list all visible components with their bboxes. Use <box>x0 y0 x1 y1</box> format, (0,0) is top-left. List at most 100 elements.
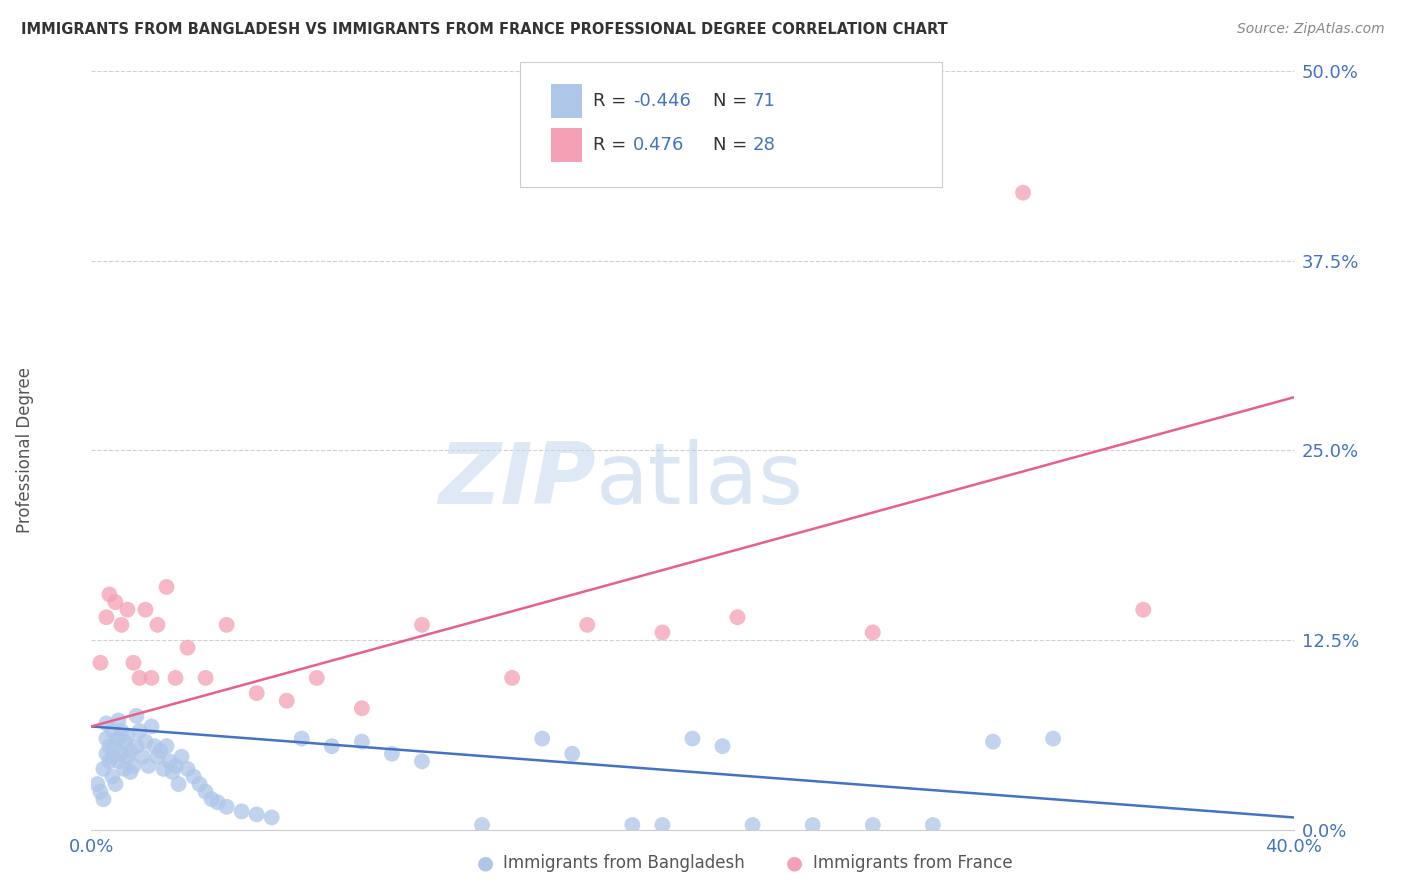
Point <box>120 744 142 758</box>
Point <box>96 731 118 746</box>
Point <box>201 792 224 806</box>
Point <box>176 762 198 776</box>
Point <box>862 818 884 832</box>
Text: IMMIGRANTS FROM BANGLADESH VS IMMIGRANTS FROM FRANCE PROFESSIONAL DEGREE CORRELA: IMMIGRANTS FROM BANGLADESH VS IMMIGRANTS… <box>21 22 948 37</box>
Point <box>104 595 127 609</box>
Point <box>411 755 433 769</box>
Point <box>350 701 373 715</box>
Text: Immigrants from France: Immigrants from France <box>813 855 1012 872</box>
Point <box>143 739 166 753</box>
Point <box>89 785 111 799</box>
Point <box>305 671 328 685</box>
Point <box>93 762 115 776</box>
Point <box>122 759 145 773</box>
Point <box>1012 186 1035 200</box>
Point <box>104 777 127 791</box>
Text: N =: N = <box>713 92 752 110</box>
Text: atlas: atlas <box>596 439 804 523</box>
Point <box>110 724 132 739</box>
Point <box>246 686 269 700</box>
Point <box>165 759 187 773</box>
Point <box>922 818 945 832</box>
Point <box>411 617 433 632</box>
Point <box>146 749 169 764</box>
Point <box>122 656 145 670</box>
Point <box>741 818 763 832</box>
Point <box>194 671 217 685</box>
Point <box>381 747 404 761</box>
Point <box>152 762 174 776</box>
Point <box>711 739 734 753</box>
Point <box>96 610 118 624</box>
Point <box>101 749 124 764</box>
Text: Immigrants from Bangladesh: Immigrants from Bangladesh <box>503 855 745 872</box>
Point <box>114 734 136 748</box>
Point <box>188 777 211 791</box>
Point <box>1042 731 1064 746</box>
Point <box>120 764 142 779</box>
Point <box>651 818 673 832</box>
Point <box>862 625 884 640</box>
Point <box>146 617 169 632</box>
Point <box>350 734 373 748</box>
Point <box>162 764 184 779</box>
Point <box>321 739 343 753</box>
Point <box>107 731 129 746</box>
Point <box>159 755 181 769</box>
Point <box>89 656 111 670</box>
Point <box>125 739 148 753</box>
Text: 0.476: 0.476 <box>633 136 685 154</box>
Point <box>155 739 177 753</box>
Point <box>117 603 139 617</box>
Point <box>207 795 229 809</box>
Point <box>621 818 644 832</box>
Point <box>501 671 523 685</box>
Point <box>138 759 160 773</box>
Point <box>110 617 132 632</box>
Point <box>561 747 583 761</box>
Point <box>125 708 148 723</box>
Point <box>149 744 172 758</box>
Point <box>170 749 193 764</box>
Text: ZIP: ZIP <box>439 439 596 523</box>
Text: ●: ● <box>477 854 494 872</box>
Point <box>128 724 150 739</box>
Text: -0.446: -0.446 <box>633 92 690 110</box>
Point <box>114 762 136 776</box>
Point <box>96 747 118 761</box>
Point <box>727 610 749 624</box>
Text: Professional Degree: Professional Degree <box>17 368 34 533</box>
Point <box>141 671 163 685</box>
Point <box>1132 603 1154 617</box>
Point <box>155 580 177 594</box>
Point <box>101 769 124 784</box>
Text: R =: R = <box>593 92 633 110</box>
Point <box>117 729 139 743</box>
Point <box>141 719 163 733</box>
Text: R =: R = <box>593 136 633 154</box>
Point <box>98 755 121 769</box>
Point <box>98 588 121 602</box>
Point <box>107 714 129 728</box>
Point <box>104 739 127 753</box>
Point <box>117 749 139 764</box>
Point <box>291 731 314 746</box>
Point <box>131 749 153 764</box>
Point <box>176 640 198 655</box>
Point <box>276 694 298 708</box>
Text: Source: ZipAtlas.com: Source: ZipAtlas.com <box>1237 22 1385 37</box>
Point <box>531 731 554 746</box>
Point <box>246 807 269 822</box>
Point <box>93 792 115 806</box>
Point <box>101 724 124 739</box>
Point <box>801 818 824 832</box>
Point <box>134 603 156 617</box>
Point <box>128 671 150 685</box>
Point <box>681 731 703 746</box>
Point <box>471 818 494 832</box>
Point <box>134 734 156 748</box>
Text: 28: 28 <box>752 136 775 154</box>
Point <box>576 617 599 632</box>
Text: 71: 71 <box>752 92 775 110</box>
Point <box>110 747 132 761</box>
